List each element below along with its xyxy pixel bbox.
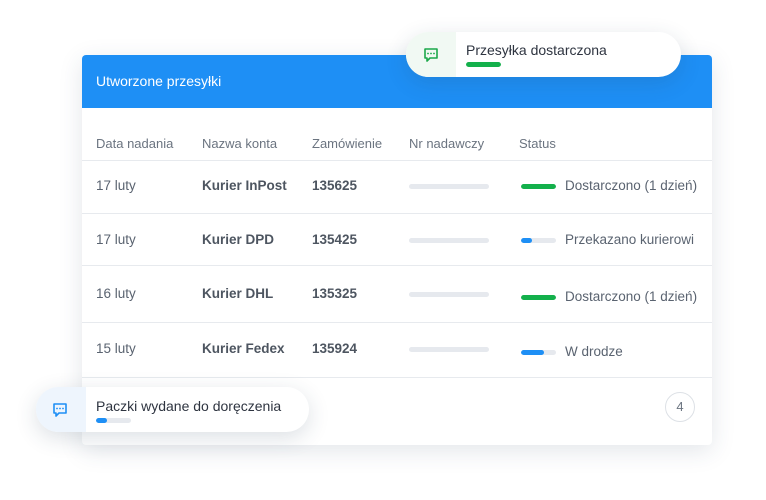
account: Kurier DHL	[202, 286, 274, 301]
chat-icon	[424, 48, 438, 62]
status: W drodze	[565, 344, 623, 359]
tracking-placeholder	[409, 238, 489, 243]
toast-icon	[36, 387, 86, 432]
account: Kurier Fedex	[202, 341, 285, 356]
tracking-placeholder	[409, 347, 489, 352]
status-bar	[521, 238, 556, 243]
date: 17 luty	[96, 178, 136, 193]
column-header: Status	[519, 136, 556, 151]
status: Dostarczono (1 dzień)	[565, 178, 698, 193]
order: 135325	[312, 286, 358, 301]
card-title: Utworzone przesyłki	[96, 73, 222, 89]
column-header: Nr nadawczy	[409, 136, 485, 151]
row-divider	[82, 160, 712, 161]
toast-bar	[466, 62, 501, 67]
status-bar	[521, 184, 556, 189]
date: 16 luty	[96, 286, 136, 301]
date: 17 luty	[96, 232, 136, 247]
account: Kurier InPost	[202, 178, 287, 193]
toast-out-for-delivery: Paczki wydane do doręczenia	[36, 387, 309, 432]
row-divider	[82, 377, 712, 378]
row-divider	[82, 322, 712, 323]
tracking-placeholder	[409, 184, 489, 189]
row-divider	[82, 265, 712, 266]
toast-text: Paczki wydane do doręczenia	[96, 398, 282, 414]
toast-bar	[96, 418, 131, 423]
order: 135425	[312, 232, 358, 247]
row-divider	[82, 213, 712, 214]
column-header: Nazwa konta	[202, 136, 278, 151]
tracking-placeholder	[409, 292, 489, 297]
status-bar	[521, 295, 556, 300]
order: 135625	[312, 178, 358, 193]
page-button[interactable]: 4	[665, 392, 695, 422]
account: Kurier DPD	[202, 232, 275, 247]
status: Dostarczono (1 dzień)	[565, 289, 698, 304]
column-header: Data nadania	[96, 136, 174, 151]
column-header: Zamówienie	[312, 136, 383, 151]
status-bar	[521, 350, 556, 355]
date: 15 luty	[96, 341, 136, 356]
status: Przekazano kurierowi	[565, 232, 695, 247]
toast-icon	[406, 32, 456, 77]
toast-text: Przesyłka dostarczona	[466, 42, 607, 58]
order: 135924	[312, 341, 358, 356]
chat-icon	[53, 403, 67, 417]
toast-delivered: Przesyłka dostarczona	[406, 32, 681, 77]
